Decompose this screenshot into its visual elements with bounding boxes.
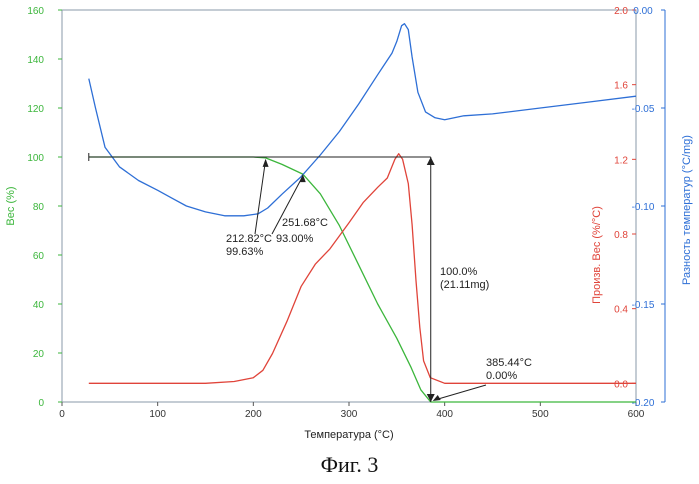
left-tick-label: 160 [27, 6, 44, 17]
x-tick-label: 100 [149, 409, 166, 420]
left-tick-label: 0 [38, 398, 44, 409]
leader-line [434, 384, 487, 401]
annotation-text: 0.00% [486, 370, 517, 382]
left-tick-label: 100 [27, 153, 44, 164]
outer-right-tick-label: -0.10 [632, 202, 655, 213]
leader-arrow-head [262, 158, 269, 167]
left-tick-label: 40 [33, 300, 45, 311]
left-tick-label: 60 [33, 251, 45, 262]
annotation-text: 385.44°C [486, 357, 532, 369]
inner-right-tick-label: 0.8 [614, 230, 628, 241]
inner-right-tick-label: 1.2 [614, 155, 628, 166]
weight-curve [88, 156, 636, 403]
left-tick-label: 120 [27, 104, 44, 115]
outer-right-tick-label: -0.05 [632, 104, 655, 115]
outer-right-tick-label: -0.20 [632, 398, 655, 409]
annotation-text: 93.00% [276, 233, 314, 245]
outer-right-tick-label: 0.00 [633, 6, 653, 17]
annotation-text: (21.11mg) [440, 279, 489, 291]
x-tick-label: 600 [628, 409, 645, 420]
inner-right-tick-label: 1.6 [614, 81, 628, 92]
leader-arrow-head [299, 174, 306, 183]
x-tick-label: 0 [59, 409, 65, 420]
annotation-text: 100.0% [440, 266, 478, 278]
figure-caption: Фиг. 3 [320, 452, 379, 477]
outer-right-tick-label: -0.15 [632, 300, 655, 311]
temperature-difference-curve [88, 23, 637, 217]
left-tick-label: 20 [33, 349, 45, 360]
x-tick-label: 400 [436, 409, 453, 420]
annotation-text: 251.68°C [282, 217, 328, 229]
annotation-text: 99.63% [226, 246, 264, 258]
left-tick-label: 80 [33, 202, 45, 213]
leader-line [254, 159, 267, 235]
x-tick-label: 500 [532, 409, 549, 420]
annotation-text: 212.82°C [226, 233, 272, 245]
left-tick-label: 140 [27, 55, 44, 66]
plot-frame [61, 9, 637, 403]
inner-right-tick-label: 0.4 [614, 305, 628, 316]
derivative-weight-curve [88, 153, 636, 384]
inner-right-axis-label: Произв. Вес (%/°C) [591, 206, 603, 304]
leader-arrow-head [432, 395, 441, 401]
x-axis-label: Температура (°C) [304, 429, 393, 441]
inner-right-tick-label: 2.0 [614, 6, 628, 17]
leader-line [271, 175, 304, 235]
arrow-head-down [426, 394, 435, 402]
outer-right-axis-label: Разность температур (°C/mg) [681, 135, 693, 285]
x-tick-label: 300 [341, 409, 358, 420]
arrow-head-up [426, 157, 435, 165]
x-tick-label: 200 [245, 409, 262, 420]
left-axis-label: Вес (%) [5, 186, 17, 225]
inner-right-tick-label: 0.0 [614, 379, 628, 390]
